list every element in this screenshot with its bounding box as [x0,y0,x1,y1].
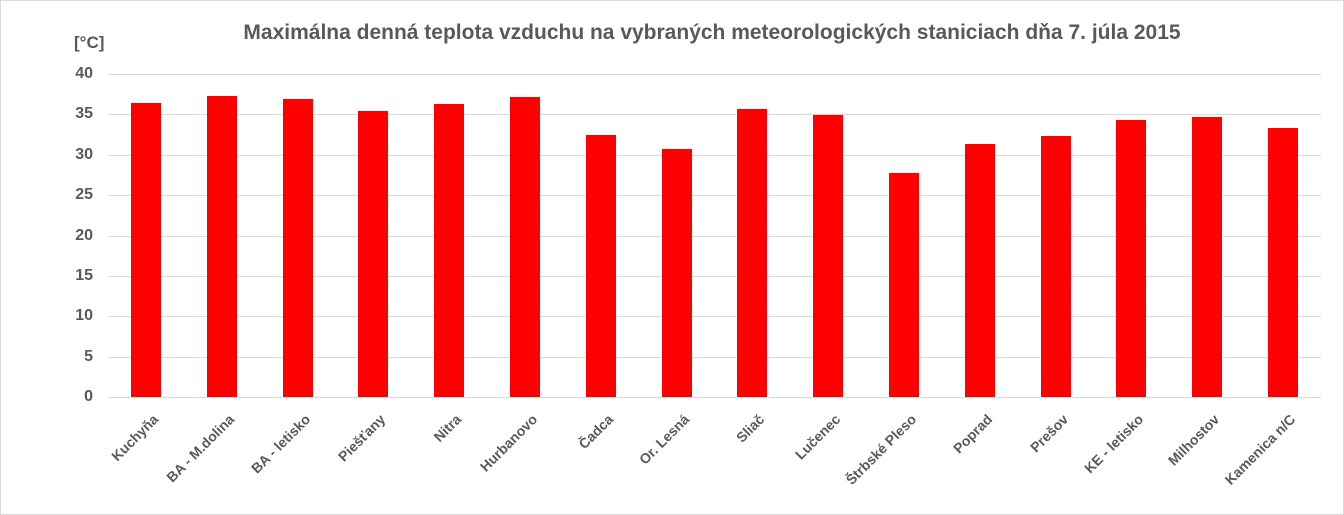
x-tick-label: BA - M.dolina [162,411,238,486]
y-tick-label: 25 [75,186,93,204]
bar[interactable] [206,95,237,397]
bar[interactable] [1116,120,1147,397]
gridline [108,114,1321,116]
bar[interactable] [813,115,844,397]
x-tick-label: BA - letisko [247,411,313,477]
gridline [108,356,1321,358]
bar[interactable] [509,97,540,397]
y-axis-unit-label: [°C] [74,33,105,52]
bar[interactable] [585,134,616,397]
x-tick-label: KE - letisko [1081,411,1147,477]
bar[interactable] [964,144,995,397]
gridline [108,275,1321,277]
gridline [108,74,1321,75]
gridline [108,154,1321,156]
bar[interactable] [358,111,389,397]
x-tick-label: Or. Lesná [635,411,692,468]
y-tick-label: 10 [75,307,93,325]
y-tick-label: 15 [75,266,93,284]
y-tick-label: 0 [84,388,93,405]
x-tick-label: Kuchyňa [108,411,162,465]
bar[interactable] [737,108,768,397]
gridline [108,316,1321,318]
y-tick-label: 30 [75,145,93,163]
x-tick-label: Prešov [1026,411,1071,456]
x-tick-label: Poprad [949,411,996,457]
bar[interactable] [661,149,692,397]
y-tick-label: 5 [84,347,93,365]
plot-area [108,74,1321,398]
y-tick-label: 20 [75,226,93,244]
y-tick-label: 40 [75,65,93,82]
x-tick-label: Hurbanovo [476,411,541,475]
bar[interactable] [130,103,161,397]
bar[interactable] [1192,116,1223,397]
x-tick-label: Nitra [430,411,465,445]
gridline [108,195,1321,197]
x-tick-label: Sliač [733,411,768,446]
x-tick-label: Štrbské Pleso [842,411,920,488]
x-tick-label: Milhostov [1165,411,1223,469]
bar[interactable] [1268,128,1299,397]
x-tick-label: Kamenica n/C [1221,411,1299,488]
gridline [108,235,1321,237]
y-tick-label: 35 [75,105,93,123]
bar[interactable] [1040,136,1071,397]
x-tick-label: Piešťany [335,411,389,465]
bar[interactable] [434,103,465,397]
bar[interactable] [889,173,920,397]
chart-title: Maximálna denná teplota vzduchu na vybra… [243,21,1181,44]
gridline [108,397,1321,398]
bar[interactable] [282,99,313,397]
x-tick-label: Čadca [575,411,617,453]
x-tick-label: Lučenec [792,411,844,463]
